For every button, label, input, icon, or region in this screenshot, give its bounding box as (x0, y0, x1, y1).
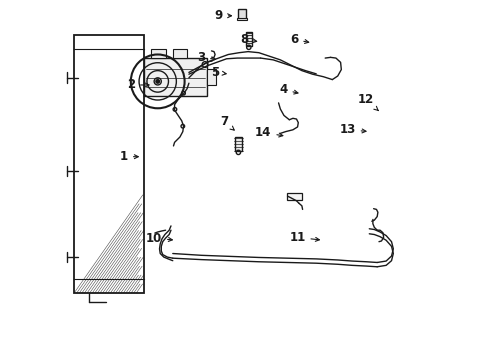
Text: 3: 3 (197, 51, 215, 64)
Bar (246, 32, 251, 46)
Bar (144, 58, 206, 96)
Bar (238, 9, 245, 19)
Circle shape (155, 79, 160, 84)
Bar (237, 18, 246, 21)
Bar (151, 49, 165, 58)
Text: 9: 9 (214, 9, 231, 22)
Text: 1: 1 (120, 150, 138, 163)
Text: 10: 10 (145, 231, 172, 244)
Bar (206, 69, 215, 85)
Text: 4: 4 (279, 83, 297, 96)
Text: 6: 6 (289, 33, 308, 46)
FancyBboxPatch shape (286, 193, 301, 201)
Text: 12: 12 (357, 93, 378, 111)
Bar (74, 35, 144, 293)
Text: 11: 11 (288, 231, 319, 244)
Text: 14: 14 (255, 126, 282, 139)
Text: 7: 7 (220, 116, 234, 130)
Text: 8: 8 (239, 33, 256, 46)
Bar (234, 137, 242, 151)
Text: 5: 5 (211, 66, 226, 79)
Bar (172, 49, 187, 58)
Text: 13: 13 (339, 123, 365, 136)
Text: 2: 2 (127, 78, 149, 91)
